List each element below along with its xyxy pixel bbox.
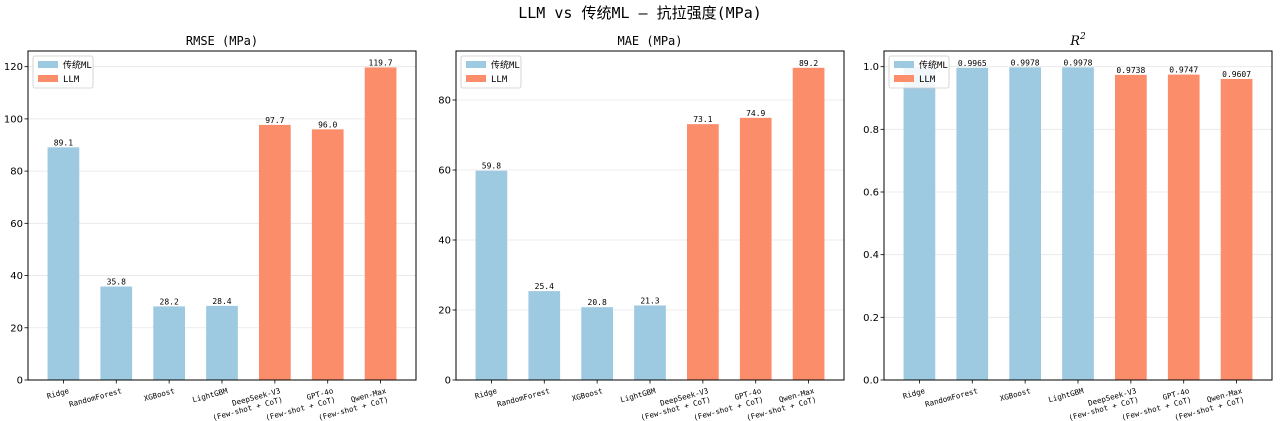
x-tick-label: LightGBM [191, 386, 229, 404]
value-label: 0.9738 [1116, 66, 1145, 75]
value-label: 0.9978 [1064, 58, 1093, 67]
x-tick-label: XGBoost [571, 386, 604, 403]
value-label: 35.8 [107, 278, 126, 287]
legend: 传统ML LLM [32, 55, 94, 89]
value-label: 59.8 [482, 162, 501, 171]
value-label: 96.0 [318, 120, 337, 129]
bar-2 [100, 286, 133, 380]
bar-7 [1220, 78, 1253, 381]
bar-6 [739, 117, 772, 380]
bar-2 [528, 291, 561, 380]
y-tick-label: 0 [17, 376, 23, 387]
x-tick-label: RandomForest [924, 386, 979, 409]
y-tick-label: 40 [10, 271, 23, 282]
x-tick-label: LightGBM [619, 386, 657, 404]
bar-3 [1009, 67, 1041, 380]
bar-5 [687, 124, 719, 381]
x-tick-label: Ridge [474, 386, 499, 401]
value-label: 119.7 [369, 58, 393, 67]
bar-7 [792, 67, 825, 381]
y-tick-label: 0.2 [863, 313, 879, 324]
legend-label-ml: 传统ML [63, 59, 92, 71]
bar-4 [1062, 67, 1094, 380]
chart-title: R2 [1069, 32, 1086, 49]
bar-5 [1115, 74, 1147, 380]
bar-1 [475, 170, 508, 380]
bar-3 [153, 306, 185, 380]
legend: 传统ML LLM [888, 55, 950, 89]
legend-swatch-ml [894, 61, 914, 68]
x-tick-label: Ridge [46, 386, 71, 401]
legend-label-llm: LLM [63, 75, 80, 85]
x-tick-label: Ridge [902, 386, 927, 401]
bar-2 [956, 67, 989, 380]
y-tick-label: 40 [438, 236, 451, 247]
legend-swatch-llm [466, 75, 486, 82]
chart-panel-3: 0.9965 0.9978 0.9978 0.9738 0.9747 0.9607 0.0 0… [863, 32, 1273, 421]
y-tick-label: 120 [4, 62, 23, 73]
value-label: 20.8 [588, 298, 607, 307]
legend-swatch-llm [38, 75, 58, 82]
legend-swatch-ml [38, 61, 58, 68]
value-label: 0.9747 [1169, 66, 1198, 75]
value-label: 25.4 [535, 282, 554, 291]
bar-5 [259, 124, 291, 381]
x-tick-label: LightGBM [1047, 386, 1085, 404]
x-tick-label: XGBoost [143, 386, 176, 403]
bar-4 [634, 305, 666, 380]
x-tick-label: RandomForest [68, 386, 123, 409]
chart-title: RMSE (MPa) [186, 34, 258, 48]
chart-title: MAE (MPa) [617, 34, 682, 48]
value-label: 89.1 [54, 138, 73, 147]
bar-3 [581, 307, 613, 380]
x-tick-label: RandomForest [496, 386, 551, 409]
legend-swatch-llm [894, 75, 914, 82]
value-label: 73.1 [693, 115, 712, 124]
value-label: 28.4 [212, 297, 231, 306]
y-tick-label: 20 [10, 323, 23, 334]
x-tick-label: XGBoost [999, 386, 1032, 403]
y-tick-label: 0.8 [863, 125, 879, 136]
value-label: 74.9 [746, 109, 765, 118]
bar-1 [903, 67, 936, 380]
legend-label-llm: LLM [491, 75, 508, 85]
value-label: 97.7 [265, 116, 284, 125]
y-tick-label: 0.0 [863, 376, 879, 387]
value-label: 0.9978 [1011, 58, 1040, 67]
bar-7 [364, 67, 397, 380]
y-tick-label: 1.0 [863, 62, 879, 73]
chart-panel-1: 89.1 35.8 28.2 28.4 97.7 96.0 119.7 0 20 40 60 80 10… [4, 34, 417, 421]
value-label: 21.3 [640, 296, 659, 305]
y-tick-label: 0.4 [863, 250, 879, 261]
chart-panel-2: 59.8 25.4 20.8 21.3 73.1 74.9 89.2 0 20 40 60 80 Rid… [438, 34, 845, 421]
value-label: 0.9607 [1222, 70, 1251, 79]
bar-6 [1167, 74, 1200, 381]
y-tick-label: 80 [438, 96, 451, 107]
y-tick-label: 0.6 [863, 188, 879, 199]
legend-label-llm: LLM [919, 75, 936, 85]
figure-title: LLM vs 传统ML — 抗拉强度(MPa) [518, 4, 762, 22]
y-tick-label: 80 [10, 167, 23, 178]
y-tick-label: 60 [438, 166, 451, 177]
y-tick-label: 100 [4, 114, 23, 125]
y-tick-label: 0 [445, 376, 451, 387]
legend-label-ml: 传统ML [919, 59, 948, 71]
bar-6 [311, 129, 344, 380]
bar-1 [47, 147, 80, 380]
y-tick-label: 60 [10, 219, 23, 230]
legend-swatch-ml [466, 61, 486, 68]
value-label: 89.2 [799, 59, 818, 68]
legend-label-ml: 传统ML [491, 59, 520, 71]
bar-4 [206, 305, 238, 380]
legend: 传统ML LLM [460, 55, 522, 89]
y-tick-label: 20 [438, 306, 451, 317]
value-label: 28.2 [160, 297, 179, 306]
value-label: 0.9965 [958, 59, 987, 68]
